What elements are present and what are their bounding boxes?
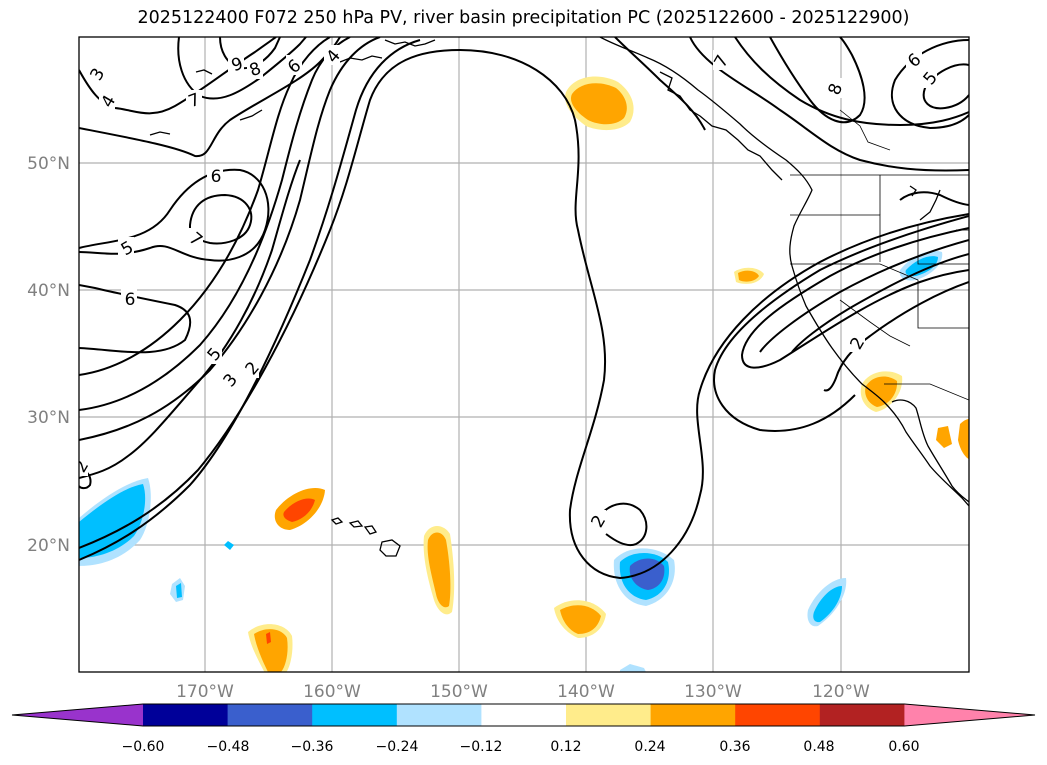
pv-contour — [890, 39, 969, 130]
colorbar-segment — [227, 704, 313, 726]
pv-contour — [79, 37, 381, 441]
lon-label: 160°W — [303, 682, 361, 702]
colorbar-segment — [396, 704, 482, 726]
lat-axis-labels: 50°N 40°N 30°N 20°N — [27, 154, 70, 556]
precip-negative-blob — [620, 664, 646, 672]
precip-positive-blob — [570, 83, 627, 125]
colorbar-tick-label: 0.60 — [888, 739, 919, 755]
pv-contour — [177, 37, 307, 100]
pv-contour — [79, 39, 421, 561]
hawaii-island — [348, 520, 364, 528]
precip-positive-blob — [254, 629, 288, 672]
lat-label: 20°N — [27, 536, 70, 556]
lon-axis-labels: 170°W 160°W 150°W 140°W 130°W 120°W — [176, 682, 870, 702]
colorbar-segment — [312, 704, 398, 726]
map-border — [78, 36, 970, 673]
coastline — [659, 71, 783, 181]
lon-label: 170°W — [176, 682, 234, 702]
precip-positive-blob — [427, 532, 451, 608]
pv-contour — [79, 37, 331, 376]
colorbar-tick-label: −0.12 — [460, 739, 503, 755]
colorbar-tick-label: 0.24 — [634, 739, 665, 755]
precip-positive-blob — [936, 426, 952, 448]
colorbar-tick-label: −0.48 — [207, 739, 250, 755]
lat-label: 50°N — [27, 154, 70, 174]
hawaii-island — [363, 525, 378, 535]
pv-contour — [713, 215, 969, 432]
pv-contour — [79, 37, 351, 411]
lon-label: 120°W — [812, 682, 870, 702]
pv-contour — [899, 191, 969, 206]
lat-label: 40°N — [27, 281, 70, 301]
precip-shading — [79, 76, 969, 672]
precip-negative-blob — [905, 256, 938, 277]
colorbar-tick-label: 0.12 — [550, 739, 581, 755]
colorbar-tick-label: −0.60 — [122, 739, 165, 755]
colorbar-tick-label: −0.36 — [291, 739, 334, 755]
pv-contour — [689, 37, 969, 172]
pv-contour — [79, 168, 270, 262]
contour-label-group: 3 4 9 8 6 4 7 6 5 6 7 5 3 2 — [79, 45, 942, 531]
coastline — [891, 399, 969, 503]
hawaii-island — [379, 539, 401, 557]
colorbar-segment — [12, 704, 143, 726]
colorbar-segment — [904, 704, 1035, 726]
coastline — [919, 189, 941, 221]
colorbar-segment — [650, 704, 736, 726]
precip-negative-blob — [79, 484, 146, 558]
lat-label: 30°N — [27, 408, 70, 428]
pv-contour — [79, 159, 301, 479]
colorbar-tick-label: 0.36 — [719, 739, 750, 755]
coastlines — [149, 37, 969, 557]
hawaii-island — [330, 517, 344, 525]
colorbar-segment — [735, 704, 821, 726]
coastline — [384, 39, 436, 47]
coastline — [909, 185, 917, 197]
precip-positive-blob — [266, 632, 271, 644]
lon-label: 140°W — [557, 682, 615, 702]
precip-negative-blob — [176, 583, 182, 598]
coastline — [599, 37, 969, 507]
pv-contour — [922, 63, 969, 110]
colorbar-segment — [566, 704, 652, 726]
precip-positive-blob — [958, 418, 969, 460]
coastline — [195, 69, 213, 75]
precip-positive-blob — [283, 498, 315, 522]
contour-label: 6 — [125, 290, 136, 310]
colorbar-tick-labels: −0.60 −0.48 −0.36 −0.24 −0.12 0.12 0.24 … — [122, 739, 920, 755]
coastline — [239, 109, 263, 121]
precip-negative-blob — [224, 541, 234, 550]
colorbar-tick-label: −0.24 — [376, 739, 419, 755]
pv-contour — [759, 239, 969, 353]
pv-contour — [740, 227, 969, 369]
colorbar-segment — [143, 704, 229, 726]
pv-contour — [599, 502, 648, 546]
lon-label: 130°W — [684, 682, 742, 702]
precip-positive-blob — [738, 270, 759, 282]
precip-positive-blob — [560, 605, 601, 634]
precip-negative-blob — [813, 586, 842, 623]
colorbar-segment — [481, 704, 567, 726]
colorbar — [11, 703, 1036, 727]
colorbar-tick-label: 0.48 — [803, 739, 834, 755]
coastline — [339, 55, 383, 63]
pv-contour — [79, 48, 969, 580]
map-title: 2025122400 F072 250 hPa PV, river basin … — [137, 8, 910, 28]
contour-label: 6 — [211, 167, 222, 187]
pv-contour — [734, 37, 969, 127]
colorbar-segment — [819, 704, 905, 726]
lon-label: 150°W — [430, 682, 488, 702]
map-area — [79, 37, 969, 672]
colorbar-outline — [11, 703, 1036, 727]
borders — [790, 109, 969, 401]
pv-contour — [769, 37, 866, 124]
coastline — [149, 131, 171, 136]
